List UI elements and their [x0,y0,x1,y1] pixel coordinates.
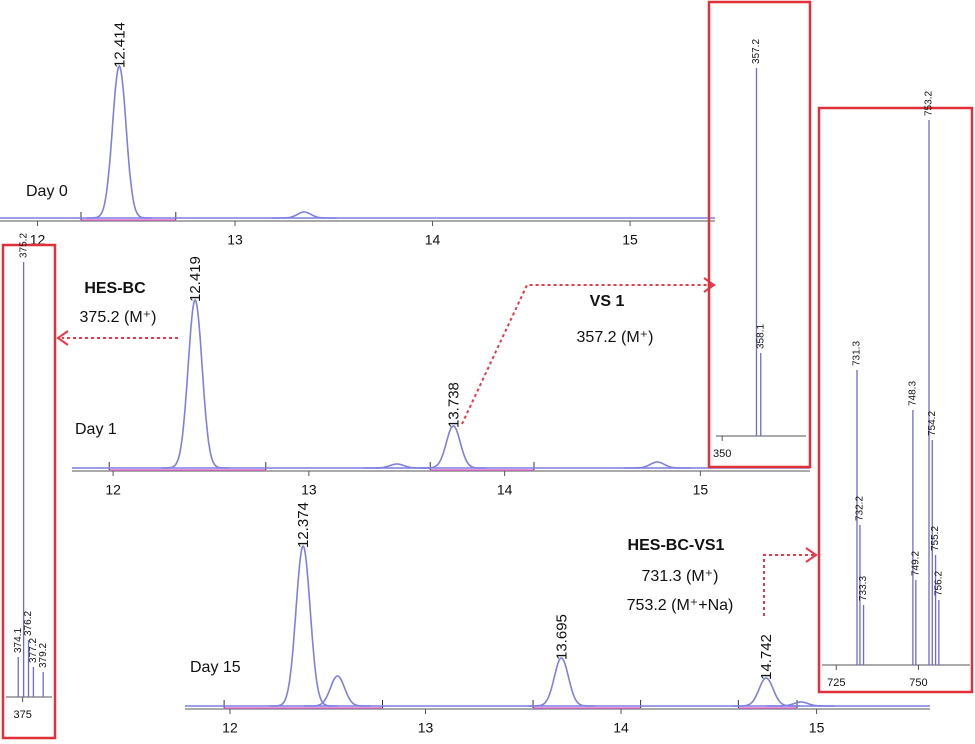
ms-peak-label: 749.2 [910,551,921,576]
peak [269,544,337,707]
annotation-title: HES-BC-VS1 [628,537,725,554]
peak [363,463,431,469]
x-tick-label: 350 [713,448,731,460]
arrows [56,277,818,616]
trace-label: Day 0 [26,183,68,200]
x-tick-label: 13 [418,720,434,736]
peak-label: 12.414 [111,22,128,68]
peak [527,657,596,707]
ms-peak-label: 754.2 [927,411,938,436]
x-tick-label: 13 [227,232,243,248]
x-tick-label: 15 [693,482,709,498]
x-tick-label: 15 [809,720,825,736]
ms-peak-label: 358.1 [755,324,766,349]
x-tick-label: 12 [105,482,121,498]
arrow [461,284,712,425]
arrow-head [703,277,716,293]
x-tick-label: 14 [497,482,513,498]
arrow-head [805,547,818,563]
annotation-title: VS 1 [590,293,625,310]
spectrum-box [1,243,57,740]
arrow-head [56,330,69,346]
x-tick-label: 15 [622,232,638,248]
peak-label: 13.738 [445,382,462,428]
ms-peak-label: 379.2 [38,643,49,668]
annotation-text: 357.2 (M⁺) [577,329,654,346]
ms-peak-label: 375.2 [18,233,29,258]
peak [271,211,337,219]
peak [161,298,229,469]
x-tick-label: 12 [30,232,46,248]
ms-peak-label: 748.3 [908,381,919,406]
ms-peak-label: 733.3 [858,576,869,601]
ms-peak-label: 374.1 [13,628,24,653]
ms-peak-label: 732.2 [855,496,866,521]
annotation-text: 731.3 (M⁺) [642,568,719,585]
spectrum-box [707,0,812,469]
ms-peak-label: 357.2 [751,39,762,64]
peak-label: 12.419 [187,256,204,302]
peak-label: 14.742 [758,634,775,680]
x-tick-label: 14 [613,720,629,736]
ms-peak-label: 731.3 [852,341,863,366]
peak-label: 12.374 [295,502,312,548]
x-tick-label: 375 [13,709,31,721]
peak [86,64,152,219]
x-tick-label: 750 [909,677,927,689]
peak [419,425,487,469]
peak [732,677,800,707]
ms-peak-label: 755.2 [930,526,941,551]
x-tick-label: 13 [301,482,317,498]
annotation-text: 375.2 (M⁺) [80,309,157,326]
ms-peak-label: 376.2 [23,611,34,636]
peak [623,461,691,469]
x-tick-label: 14 [425,232,441,248]
trace-label: Day 1 [75,421,117,438]
annotation-text: 753.2 (M⁺+Na) [627,597,734,614]
spectrum-box [817,106,974,694]
arrow [763,554,814,616]
peak [303,675,372,707]
ms-peak-label: 753.2 [924,91,935,116]
peak [767,701,835,707]
x-tick-label: 725 [827,677,845,689]
x-tick-label: 12 [222,720,238,736]
ms-peak-label: 756.2 [934,571,945,596]
peak-label: 13.695 [553,614,570,660]
annotation-title: HES-BC [84,280,146,297]
ms-peak-label: 377.2 [28,638,39,663]
trace-label: Day 15 [190,659,241,676]
